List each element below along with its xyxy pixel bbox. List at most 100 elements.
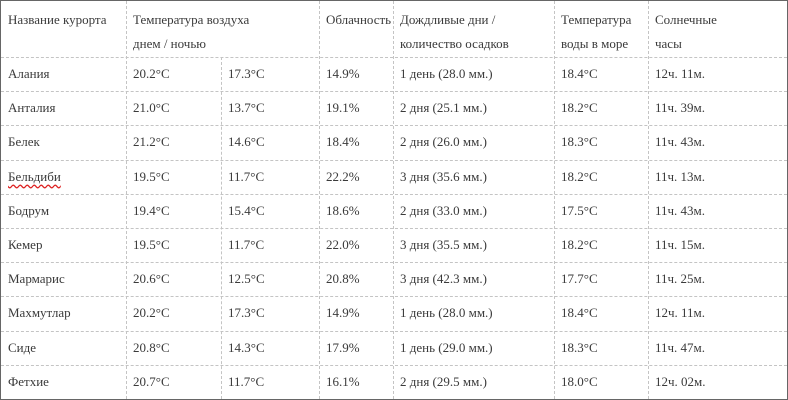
cell-text: 20.8°C [133, 339, 170, 355]
cell-text: 12ч. 11м. [655, 66, 706, 82]
row-divider [1, 296, 787, 298]
cell-text: 2 дня (29.5 мм.) [400, 373, 487, 389]
data-cell: 2 дня (29.5 мм.) [393, 365, 554, 399]
cell-text: 18.6% [326, 202, 360, 218]
row-divider [1, 193, 787, 195]
data-cell: 11ч. 25м. [648, 262, 787, 296]
row-divider [1, 262, 787, 264]
data-cell: 12.5°C [221, 262, 319, 296]
column-divider [319, 1, 320, 399]
cell-text: 20.2°C [133, 305, 170, 321]
row-divider [1, 330, 787, 332]
data-cell: 12ч. 11м. [648, 296, 787, 330]
cell-text: Анталия [8, 100, 56, 116]
data-cell: 1 день (28.0 мм.) [393, 57, 554, 91]
row-divider [1, 91, 787, 93]
cell-text: 1 день (28.0 мм.) [400, 66, 493, 82]
cell-text: 20.7°C [133, 373, 170, 389]
cell-text: 21.2°C [133, 134, 170, 150]
cell-text: 3 дня (35.5 мм.) [400, 237, 487, 253]
cell-text: 17.3°C [228, 66, 265, 82]
row-divider [1, 364, 787, 366]
cell-text: 19.1% [326, 100, 360, 116]
data-cell: 19.1% [319, 91, 393, 125]
data-cell: 11.7°C [221, 160, 319, 194]
header-text: Температура [561, 12, 632, 27]
cell-text: Фетхие [8, 373, 49, 389]
data-cell: 14.6°C [221, 125, 319, 159]
cell-text: 13.7°C [228, 100, 265, 116]
resort-name: Анталия [1, 91, 126, 125]
row-divider [1, 57, 787, 58]
cell-text: Алания [8, 66, 50, 82]
cell-text: 18.4% [326, 134, 360, 150]
data-cell: 12ч. 11м. [648, 57, 787, 91]
cell-text: 19.4°C [133, 202, 170, 218]
cell-text: 20.6°C [133, 271, 170, 287]
cell-text: 2 дня (25.1 мм.) [400, 100, 487, 116]
header-text: Солнечные [655, 12, 717, 27]
cell-text: 12.5°C [228, 271, 265, 287]
data-cell: 22.2% [319, 160, 393, 194]
header-text: Название курорта [8, 12, 107, 27]
data-cell: 17.9% [319, 331, 393, 365]
data-cell: 11ч. 13м. [648, 160, 787, 194]
data-cell: 18.4°C [554, 57, 648, 91]
cell-text: 14.9% [326, 66, 360, 82]
cell-text: 11ч. 13м. [655, 168, 706, 184]
cell-text: 17.9% [326, 339, 360, 355]
data-cell: 19.5°C [126, 160, 221, 194]
data-cell: 22.0% [319, 228, 393, 262]
data-cell: 21.2°C [126, 125, 221, 159]
cell-text: 2 дня (33.0 мм.) [400, 202, 487, 218]
data-cell: 18.2°C [554, 91, 648, 125]
header-cell: Название курорта [1, 1, 126, 57]
cell-text: 17.5°C [561, 202, 598, 218]
cell-text: 18.2°C [561, 168, 598, 184]
row-divider [1, 125, 787, 127]
header-text: Температура воздуха [133, 12, 250, 27]
cell-text: 12ч. 02м. [655, 373, 706, 389]
resort-name: Фетхие [1, 365, 126, 399]
data-cell: 2 дня (25.1 мм.) [393, 91, 554, 125]
data-cell: 14.3°C [221, 331, 319, 365]
data-cell: 2 дня (33.0 мм.) [393, 194, 554, 228]
cell-text: 1 день (29.0 мм.) [400, 339, 493, 355]
data-cell: 18.2°C [554, 160, 648, 194]
cell-text: Кемер [8, 237, 43, 253]
cell-text: 20.2°C [133, 66, 170, 82]
cell-text: Бельдиби [8, 168, 61, 184]
cell-text: 16.1% [326, 373, 360, 389]
cell-text: 11ч. 47м. [655, 339, 706, 355]
cell-text: 1 день (28.0 мм.) [400, 305, 493, 321]
cell-text: Бодрум [8, 202, 50, 218]
data-cell: 11ч. 43м. [648, 194, 787, 228]
data-cell: 11ч. 39м. [648, 91, 787, 125]
cell-text: 18.3°C [561, 134, 598, 150]
header-text: часы [655, 36, 682, 51]
cell-text: 18.4°C [561, 66, 598, 82]
header-cell: Солнечные часы [648, 1, 787, 57]
data-cell: 13.7°C [221, 91, 319, 125]
data-cell: 11.7°C [221, 228, 319, 262]
data-cell: 18.3°C [554, 125, 648, 159]
cell-text: 11.7°C [228, 373, 265, 389]
data-cell: 12ч. 02м. [648, 365, 787, 399]
cell-text: 18.0°C [561, 373, 598, 389]
data-cell: 19.4°C [126, 194, 221, 228]
data-cell: 2 дня (26.0 мм.) [393, 125, 554, 159]
data-cell: 18.4°C [554, 296, 648, 330]
cell-text: 21.0°C [133, 100, 170, 116]
data-cell: 19.5°C [126, 228, 221, 262]
data-cell: 18.6% [319, 194, 393, 228]
data-cell: 18.2°C [554, 228, 648, 262]
data-cell: 21.0°C [126, 91, 221, 125]
data-cell: 18.0°C [554, 365, 648, 399]
header-text: Облачность [326, 12, 392, 27]
row-divider [1, 228, 787, 229]
data-cell: 11ч. 47м. [648, 331, 787, 365]
cell-text: 11.7°C [228, 237, 265, 253]
resort-name: Мармарис [1, 262, 126, 296]
cell-text: 22.2% [326, 168, 360, 184]
